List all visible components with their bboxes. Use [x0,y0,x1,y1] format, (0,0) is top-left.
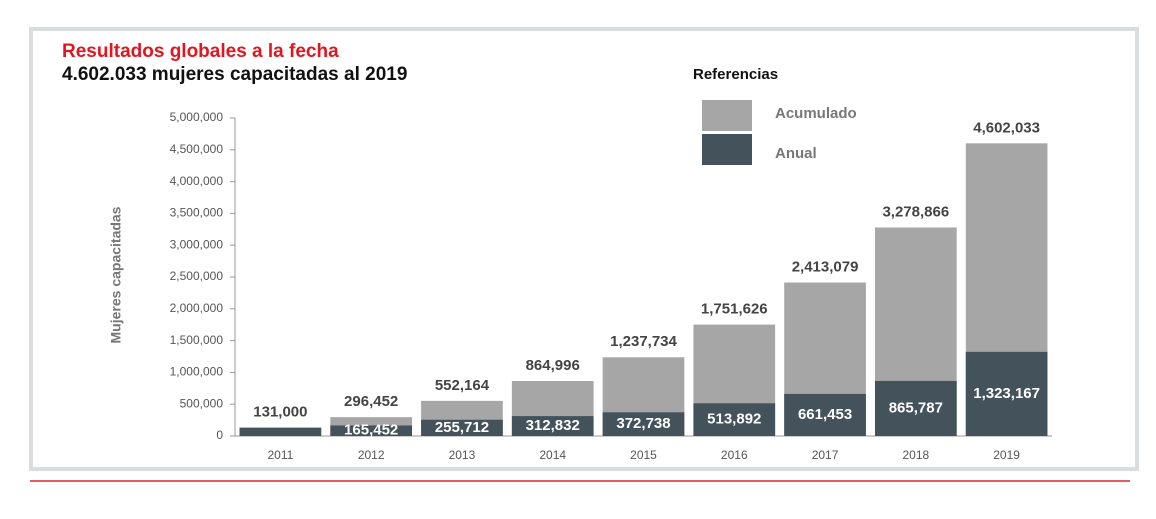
x-tick-label: 2017 [812,448,839,462]
y-tick-label: 500,000 [180,396,224,410]
y-tick-label: 4,500,000 [170,142,224,156]
data-label: 312,832 [526,417,580,434]
x-tick-label: 2012 [358,448,385,462]
x-tick-label: 2016 [721,448,748,462]
legend-swatch [702,134,752,165]
data-label: 1,751,626 [701,301,768,318]
data-label: 865,787 [889,399,943,416]
bar [693,403,776,436]
chart-title: Resultados globales a la fecha [62,41,339,62]
data-label: 1,323,167 [973,385,1040,402]
bar [965,351,1048,436]
data-label: 552,164 [435,377,490,394]
bar [421,419,503,436]
data-label: 2,413,079 [792,258,859,275]
bar [330,425,413,436]
legend-label: Anual [775,145,817,162]
frame [29,27,1139,471]
data-label: 131,000 [253,404,307,421]
y-axis-label: Mujeres capacitadas [108,206,124,343]
data-label: 4,602,033 [973,119,1040,136]
data-label: 255,712 [435,419,489,436]
data-label: 864,996 [526,357,580,374]
y-tick-label: 1,500,000 [170,333,224,347]
data-label: 513,892 [707,411,761,428]
x-tick-label: 2013 [449,448,476,462]
y-tick-label: 3,500,000 [170,206,224,220]
x-tick-label: 2019 [993,448,1020,462]
y-tick-label: 4,000,000 [170,174,224,188]
data-label: 165,452 [344,422,398,439]
x-tick-label: 2015 [630,448,657,462]
y-tick-label: 2,000,000 [170,301,224,315]
x-tick-label: 2018 [902,448,929,462]
x-tick-label: 2011 [267,448,293,462]
bar [602,412,685,436]
legend-title: Referencias [693,66,778,83]
y-tick-label: 0 [216,428,223,442]
data-label: 1,237,734 [610,333,677,350]
data-label: 372,738 [616,415,670,432]
data-label: 296,452 [344,393,398,410]
legend-label: Acumulado [775,105,857,122]
y-tick-label: 3,000,000 [170,237,224,251]
x-tick-label: 2014 [539,448,566,462]
legend-swatch [702,100,752,131]
data-label: 3,278,866 [882,203,949,220]
bar [239,427,322,436]
chart-subtitle: 4.602.033 mujeres capacitadas al 2019 [62,64,407,85]
y-tick-label: 1,000,000 [170,365,224,379]
bar [874,380,957,436]
data-label: 661,453 [798,406,852,423]
y-tick-label: 2,500,000 [170,269,224,283]
bar [784,393,866,436]
y-tick-label: 5,000,000 [170,110,224,124]
bar [511,416,594,436]
